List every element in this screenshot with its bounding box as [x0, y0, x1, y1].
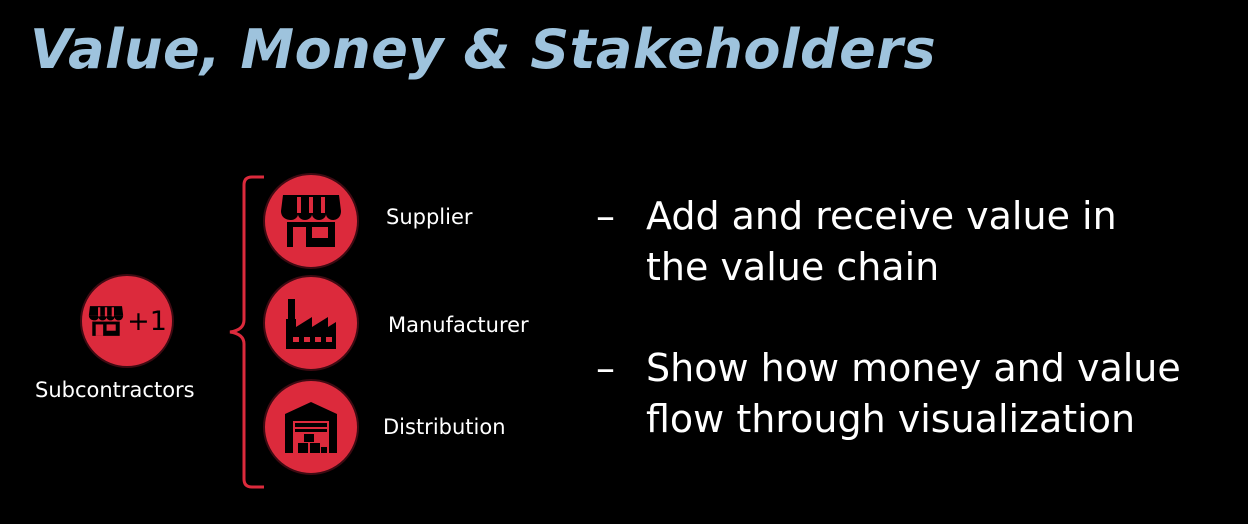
bullet-dash: –	[596, 194, 615, 238]
storefront-icon	[279, 193, 343, 249]
bracket-divider	[229, 175, 264, 489]
supplier-circle	[263, 173, 359, 269]
factory-icon	[282, 295, 340, 351]
subcontractors-label: Subcontractors	[35, 378, 195, 402]
bullet-line: the value chain	[646, 245, 940, 289]
distribution-circle	[263, 379, 359, 475]
bullet-line: flow through visualization	[646, 397, 1136, 441]
warehouse-icon	[282, 399, 340, 455]
supplier-label: Supplier	[386, 205, 473, 229]
subcontractors-circle: +1	[80, 274, 174, 368]
storefront-icon	[87, 305, 125, 337]
slide-title: Value, Money & Stakeholders	[30, 18, 937, 81]
bullet-line: Show how money and value	[646, 346, 1181, 390]
manufacturer-label: Manufacturer	[388, 313, 529, 337]
bullet-line: Add and receive value in	[646, 194, 1117, 238]
manufacturer-circle	[263, 275, 359, 371]
distribution-label: Distribution	[383, 415, 506, 439]
subcontractors-badge: +1	[127, 305, 167, 337]
bullet-dash: –	[596, 346, 615, 390]
